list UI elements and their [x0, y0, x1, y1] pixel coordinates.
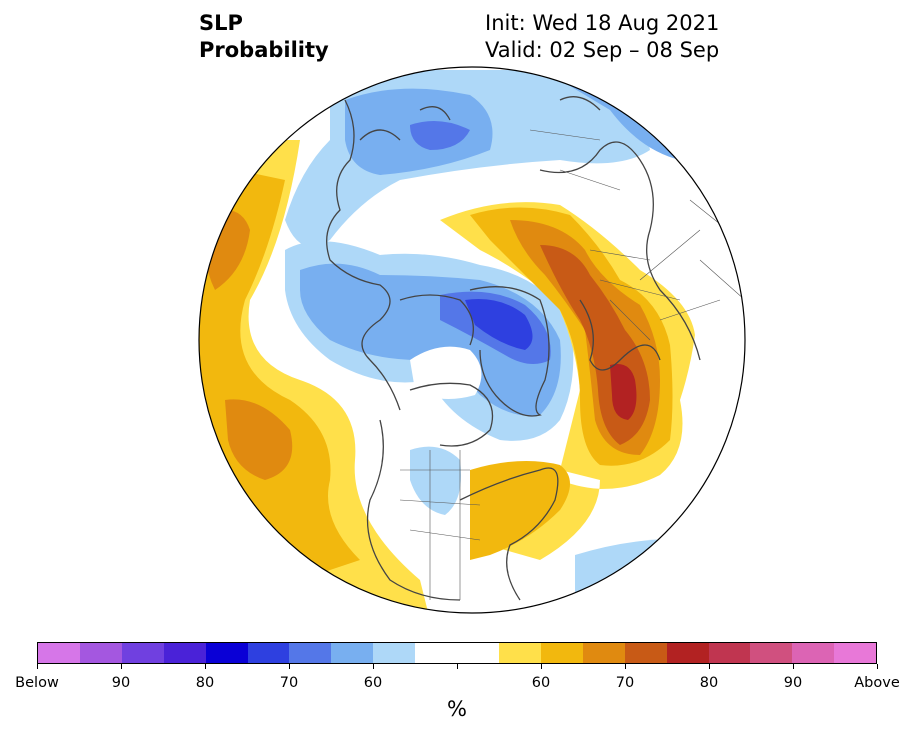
subtitle-label: Probability	[199, 38, 329, 62]
init-label: Init: Wed 18 Aug 2021	[485, 11, 720, 35]
date-info: Init: Wed 18 Aug 2021 Valid: 02 Sep – 08…	[485, 10, 719, 64]
colorbar-swatch	[792, 643, 835, 663]
colorbar-tick-label: 70	[615, 675, 635, 691]
colorbar-swatch	[834, 643, 877, 663]
colorbar-tick-label: 60	[363, 675, 383, 691]
pacific-above-70-south	[225, 399, 293, 480]
us-east-above-60	[470, 461, 570, 560]
colorbar-swatch	[79, 643, 122, 663]
colorbar-swatch	[624, 643, 667, 663]
colorbar-tick-label: Above	[854, 675, 900, 691]
colorbar-swatch	[205, 643, 248, 663]
colorbar-tick	[792, 664, 794, 669]
colorbar-tick-label: 90	[111, 675, 131, 691]
siberia-below-70	[410, 121, 470, 150]
colorbar-tick	[120, 664, 122, 669]
colorbar-swatch	[247, 643, 290, 663]
namerica-below-60	[410, 446, 461, 515]
chart-title: SLP Probability	[199, 10, 329, 64]
colorbar-swatch	[498, 643, 541, 663]
coastlines	[326, 96, 701, 601]
colorbar-tick	[624, 664, 626, 669]
colorbar-unit: %	[447, 697, 467, 721]
colorbar-tick	[36, 664, 38, 669]
colorbar-swatch	[750, 643, 793, 663]
colorbar-tick	[456, 664, 458, 669]
colorbar-swatch	[708, 643, 751, 663]
colorbar-tick-label: 70	[279, 675, 299, 691]
colorbar-swatch	[373, 643, 416, 663]
colorbar-tick-label: 80	[699, 675, 719, 691]
colorbar-tick-label: Below	[15, 675, 59, 691]
probability-field	[199, 67, 745, 613]
atlantic-below-60	[575, 539, 720, 613]
colorbar-swatch	[540, 643, 583, 663]
colorbar-swatch	[415, 643, 458, 663]
colorbar-tick	[708, 664, 710, 669]
colorbar-swatch	[457, 643, 499, 663]
valid-label: Valid: 02 Sep – 08 Sep	[485, 38, 720, 62]
pole-neutral	[410, 346, 482, 399]
colorbar-swatch	[121, 643, 164, 663]
colorbar-tick-label: 80	[195, 675, 215, 691]
colorbar-swatch	[666, 643, 709, 663]
colorbar-swatch	[38, 643, 80, 663]
colorbar-tick	[288, 664, 290, 669]
colorbar-tick-label: 90	[783, 675, 803, 691]
colorbar-swatch	[289, 643, 332, 663]
polar-map	[198, 66, 746, 614]
colorbar-tick	[204, 664, 206, 669]
colorbar-tick	[372, 664, 374, 669]
borders	[399, 129, 745, 600]
colorbar-swatch	[331, 643, 374, 663]
colorbar-tick	[540, 664, 542, 669]
colorbar-swatch	[163, 643, 206, 663]
map-boundary	[198, 66, 746, 614]
arctic-below-75	[465, 299, 533, 350]
europe-above-80	[610, 364, 637, 420]
colorbar-swatch	[582, 643, 625, 663]
colorbar	[37, 642, 877, 664]
variable-label: SLP	[199, 11, 243, 35]
colorbar-tick	[876, 664, 878, 669]
colorbar-tick-label: 60	[531, 675, 551, 691]
